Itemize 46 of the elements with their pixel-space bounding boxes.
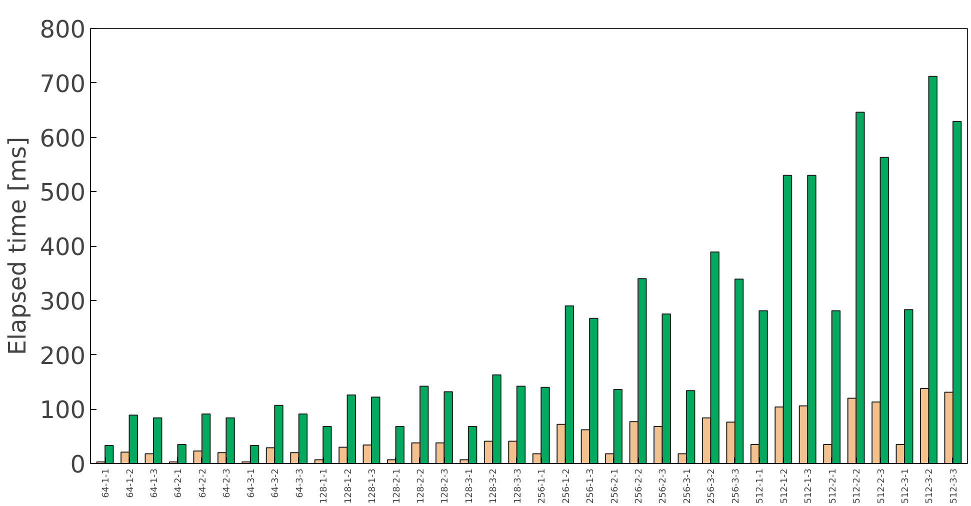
x-tick-label: 64-3-1 <box>246 468 257 498</box>
x-tick-label: 64-2-1 <box>174 468 184 498</box>
x-tick-label: 512-1-3 <box>804 468 814 504</box>
x-tick-label: 128-3-1 <box>464 468 475 504</box>
x-tick-label: 512-2-2 <box>852 468 863 504</box>
x-tick-label: 512-2-1 <box>828 468 838 504</box>
x-tick-label: 128-1-1 <box>320 468 330 504</box>
x-tick-label: 256-2-3 <box>658 468 669 504</box>
x-tick-label: 256-2-2 <box>634 468 645 504</box>
x-tick-label: 256-3-1 <box>682 468 693 504</box>
x-tick-label: 256-1-2 <box>562 468 572 504</box>
y-tick-label: 600 <box>40 124 86 152</box>
y-tick-label: 100 <box>40 396 86 424</box>
y-tick-label: 200 <box>40 342 86 370</box>
x-tick-label: 64-3-2 <box>271 468 282 498</box>
x-tick-label: 256-3-3 <box>731 468 742 504</box>
x-tick-label: 512-2-3 <box>876 468 887 504</box>
x-tick-label: 128-2-1 <box>392 468 402 504</box>
y-axis-title: Elapsed time [ms] <box>4 136 32 356</box>
x-tick-label: 512-3-2 <box>925 468 936 504</box>
y-tick-label: 0 <box>70 450 86 478</box>
x-tick-label: 512-1-1 <box>756 468 766 504</box>
x-tick-label: 64-3-3 <box>295 468 306 498</box>
x-tick-label: 512-1-2 <box>780 468 790 504</box>
y-tick-label: 800 <box>40 16 86 44</box>
x-tick-label: 128-2-3 <box>440 468 451 504</box>
x-tick-label: 128-2-2 <box>416 468 426 504</box>
x-tick-label: 256-1-3 <box>586 468 596 504</box>
x-tick-label: 128-3-2 <box>489 468 500 504</box>
x-tick-label: 256-2-1 <box>610 468 620 504</box>
x-tick-label: 512-3-3 <box>949 468 960 504</box>
x-tick-label: 64-1-1 <box>102 468 112 498</box>
y-tick-label: 700 <box>40 70 86 98</box>
x-tick-label: 256-1-1 <box>538 468 548 504</box>
x-tick-label: 256-3-2 <box>707 468 718 504</box>
x-tick-label: 128-1-3 <box>368 468 378 504</box>
x-tick-label: 512-3-1 <box>901 468 912 504</box>
x-tick-label: 64-2-3 <box>222 468 233 498</box>
x-tick-label: 128-3-3 <box>513 468 524 504</box>
y-tick-label: 500 <box>40 178 86 207</box>
x-tick-label: 64-2-2 <box>198 468 208 498</box>
x-tick-label: 128-1-2 <box>344 468 354 504</box>
y-tick-label: 400 <box>40 233 86 261</box>
x-tick-label: 64-1-3 <box>150 468 160 498</box>
y-tick-label: 300 <box>40 287 86 316</box>
x-tick-label: 64-1-2 <box>126 468 136 498</box>
